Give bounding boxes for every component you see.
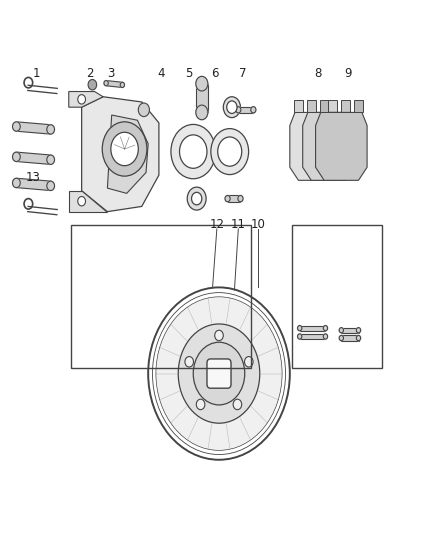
Circle shape (120, 82, 124, 87)
Polygon shape (341, 100, 350, 112)
Circle shape (88, 79, 97, 90)
Circle shape (111, 132, 138, 166)
Circle shape (193, 342, 245, 405)
Circle shape (196, 76, 208, 91)
Circle shape (238, 196, 243, 201)
Circle shape (297, 334, 302, 339)
Polygon shape (16, 122, 51, 134)
FancyBboxPatch shape (207, 359, 231, 388)
Text: 10: 10 (250, 218, 265, 231)
Text: 7: 7 (239, 67, 246, 80)
Polygon shape (106, 80, 123, 87)
Text: 1: 1 (33, 67, 40, 80)
Circle shape (297, 326, 302, 331)
Circle shape (196, 399, 205, 410)
Polygon shape (307, 100, 315, 112)
Circle shape (211, 128, 249, 175)
Circle shape (13, 122, 20, 131)
Circle shape (223, 97, 240, 118)
Circle shape (178, 324, 260, 423)
Polygon shape (341, 328, 358, 333)
Circle shape (236, 107, 241, 113)
Circle shape (78, 197, 85, 206)
Polygon shape (81, 97, 159, 212)
Polygon shape (228, 196, 240, 201)
Circle shape (357, 328, 360, 333)
Polygon shape (300, 326, 325, 331)
Polygon shape (328, 100, 337, 112)
Text: 5: 5 (185, 67, 193, 80)
Text: 2: 2 (86, 67, 94, 80)
Polygon shape (294, 100, 303, 112)
Circle shape (185, 357, 194, 367)
Circle shape (191, 192, 202, 205)
Circle shape (180, 135, 207, 168)
Circle shape (339, 335, 343, 341)
Polygon shape (16, 178, 51, 190)
Circle shape (104, 80, 108, 86)
Circle shape (233, 399, 242, 410)
Circle shape (218, 137, 242, 166)
Polygon shape (16, 152, 51, 164)
Polygon shape (69, 92, 103, 107)
Polygon shape (69, 191, 107, 212)
Circle shape (102, 122, 147, 176)
Circle shape (47, 125, 54, 134)
Text: 3: 3 (107, 67, 114, 80)
Circle shape (196, 105, 208, 120)
Circle shape (156, 297, 282, 450)
Circle shape (138, 103, 149, 117)
Text: 8: 8 (314, 67, 321, 80)
Circle shape (78, 95, 85, 104)
Polygon shape (300, 334, 325, 339)
Polygon shape (320, 100, 328, 112)
Text: 4: 4 (157, 67, 165, 80)
Circle shape (323, 326, 328, 331)
Circle shape (251, 107, 256, 113)
Polygon shape (238, 107, 253, 113)
Circle shape (13, 152, 20, 161)
Circle shape (227, 101, 237, 114)
Polygon shape (341, 335, 358, 341)
Circle shape (13, 178, 20, 188)
Text: 12: 12 (209, 218, 224, 231)
Bar (292, 225, 382, 368)
Polygon shape (290, 112, 341, 180)
Text: 6: 6 (211, 67, 219, 80)
Text: 9: 9 (344, 67, 352, 80)
Polygon shape (196, 84, 208, 112)
Circle shape (171, 124, 215, 179)
Bar (71, 225, 251, 368)
Circle shape (47, 181, 54, 190)
Circle shape (357, 335, 360, 341)
Circle shape (244, 357, 253, 367)
Circle shape (323, 334, 328, 339)
Circle shape (215, 330, 223, 341)
Text: 13: 13 (26, 171, 41, 184)
Circle shape (225, 196, 230, 201)
Circle shape (187, 187, 206, 210)
Polygon shape (107, 115, 148, 193)
Polygon shape (354, 100, 363, 112)
Polygon shape (316, 112, 367, 180)
Polygon shape (303, 112, 354, 180)
Circle shape (339, 328, 343, 333)
Text: 11: 11 (231, 218, 246, 231)
Circle shape (47, 155, 54, 164)
